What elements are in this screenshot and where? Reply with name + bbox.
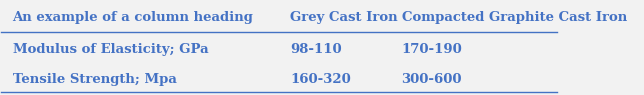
Text: Compacted Graphite Cast Iron: Compacted Graphite Cast Iron [401, 11, 627, 25]
Text: 170-190: 170-190 [401, 43, 462, 56]
Text: Grey Cast Iron: Grey Cast Iron [290, 11, 398, 25]
Text: 300-600: 300-600 [401, 73, 462, 86]
Text: Modulus of Elasticity; GPa: Modulus of Elasticity; GPa [12, 43, 208, 56]
Text: 98-110: 98-110 [290, 43, 342, 56]
Text: An example of a column heading: An example of a column heading [12, 11, 253, 25]
Text: Tensile Strength; Mpa: Tensile Strength; Mpa [12, 73, 176, 86]
Text: 160-320: 160-320 [290, 73, 351, 86]
